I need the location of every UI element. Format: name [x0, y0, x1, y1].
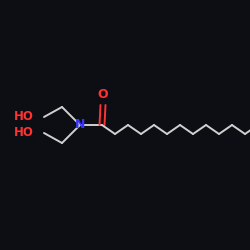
- Text: HO: HO: [14, 126, 34, 140]
- Text: HO: HO: [14, 110, 34, 124]
- Text: O: O: [98, 88, 108, 101]
- Text: N: N: [75, 118, 85, 132]
